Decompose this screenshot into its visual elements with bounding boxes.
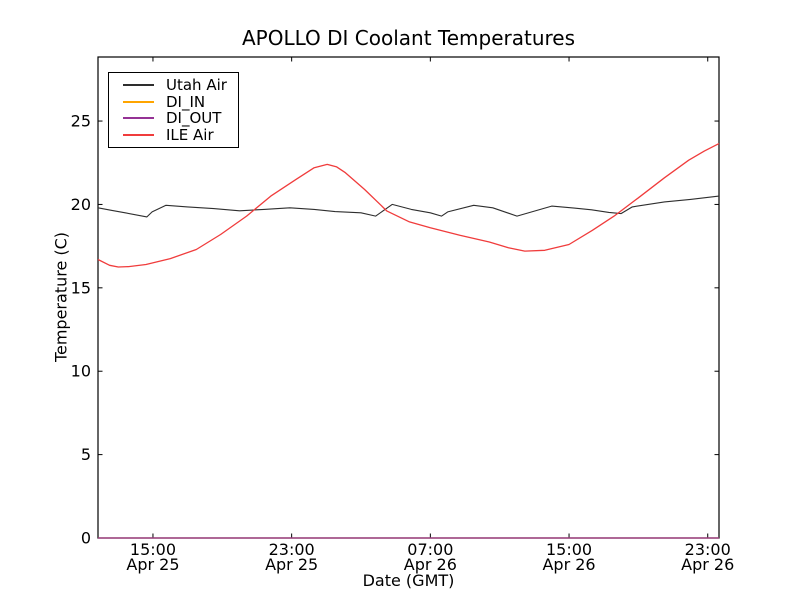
x-tick-label-time: 07:00 (407, 540, 453, 559)
series-line-ile-air (97, 143, 720, 268)
legend-entry-ile-air: ILE Air (123, 127, 227, 144)
chart-title: APOLLO DI Coolant Temperatures (241, 26, 576, 50)
y-tick-label: 0 (81, 529, 91, 548)
x-tick-label-time: 15:00 (546, 540, 592, 559)
legend-label-utah-air: Utah Air (166, 76, 227, 95)
series-line-utah-air (97, 195, 720, 218)
legend-entry-di-out: DI_OUT (123, 110, 227, 127)
legend-label-di-in: DI_IN (166, 92, 206, 111)
legend-entry-di-in: DI_IN (123, 94, 227, 111)
y-tick-label: 20 (71, 195, 91, 214)
x-tick-label-date: Apr 26 (404, 555, 457, 574)
x-tick-label-date: Apr 25 (265, 555, 318, 574)
x-tick-label-date: Apr 26 (681, 555, 734, 574)
legend-line-swatch-ile-air (123, 133, 154, 136)
y-tick-label: 15 (71, 278, 91, 297)
legend: Utah Air DI_IN DI_OUT ILE Air (108, 72, 239, 148)
x-tick-label-time: 15:00 (130, 540, 176, 559)
x-tick-label-time: 23:00 (269, 540, 315, 559)
y-tick-label: 10 (71, 362, 91, 381)
legend-line-swatch-utah-air (123, 84, 154, 87)
legend-entry-utah-air: Utah Air (123, 77, 227, 94)
x-tick-label-time: 23:00 (685, 540, 731, 559)
legend-line-swatch-di-in (123, 100, 154, 103)
x-tick-label-date: Apr 26 (542, 555, 595, 574)
y-tick-label: 25 (71, 112, 91, 131)
legend-line-swatch-di-out (123, 117, 154, 120)
y-tick-label: 5 (81, 445, 91, 464)
legend-label-ile-air: ILE Air (166, 125, 214, 144)
x-tick-label-date: Apr 25 (126, 555, 179, 574)
legend-label-di-out: DI_OUT (166, 109, 222, 128)
x-axis-label: Date (GMT) (362, 571, 455, 590)
y-axis-label: Temperature (C) (51, 231, 71, 363)
